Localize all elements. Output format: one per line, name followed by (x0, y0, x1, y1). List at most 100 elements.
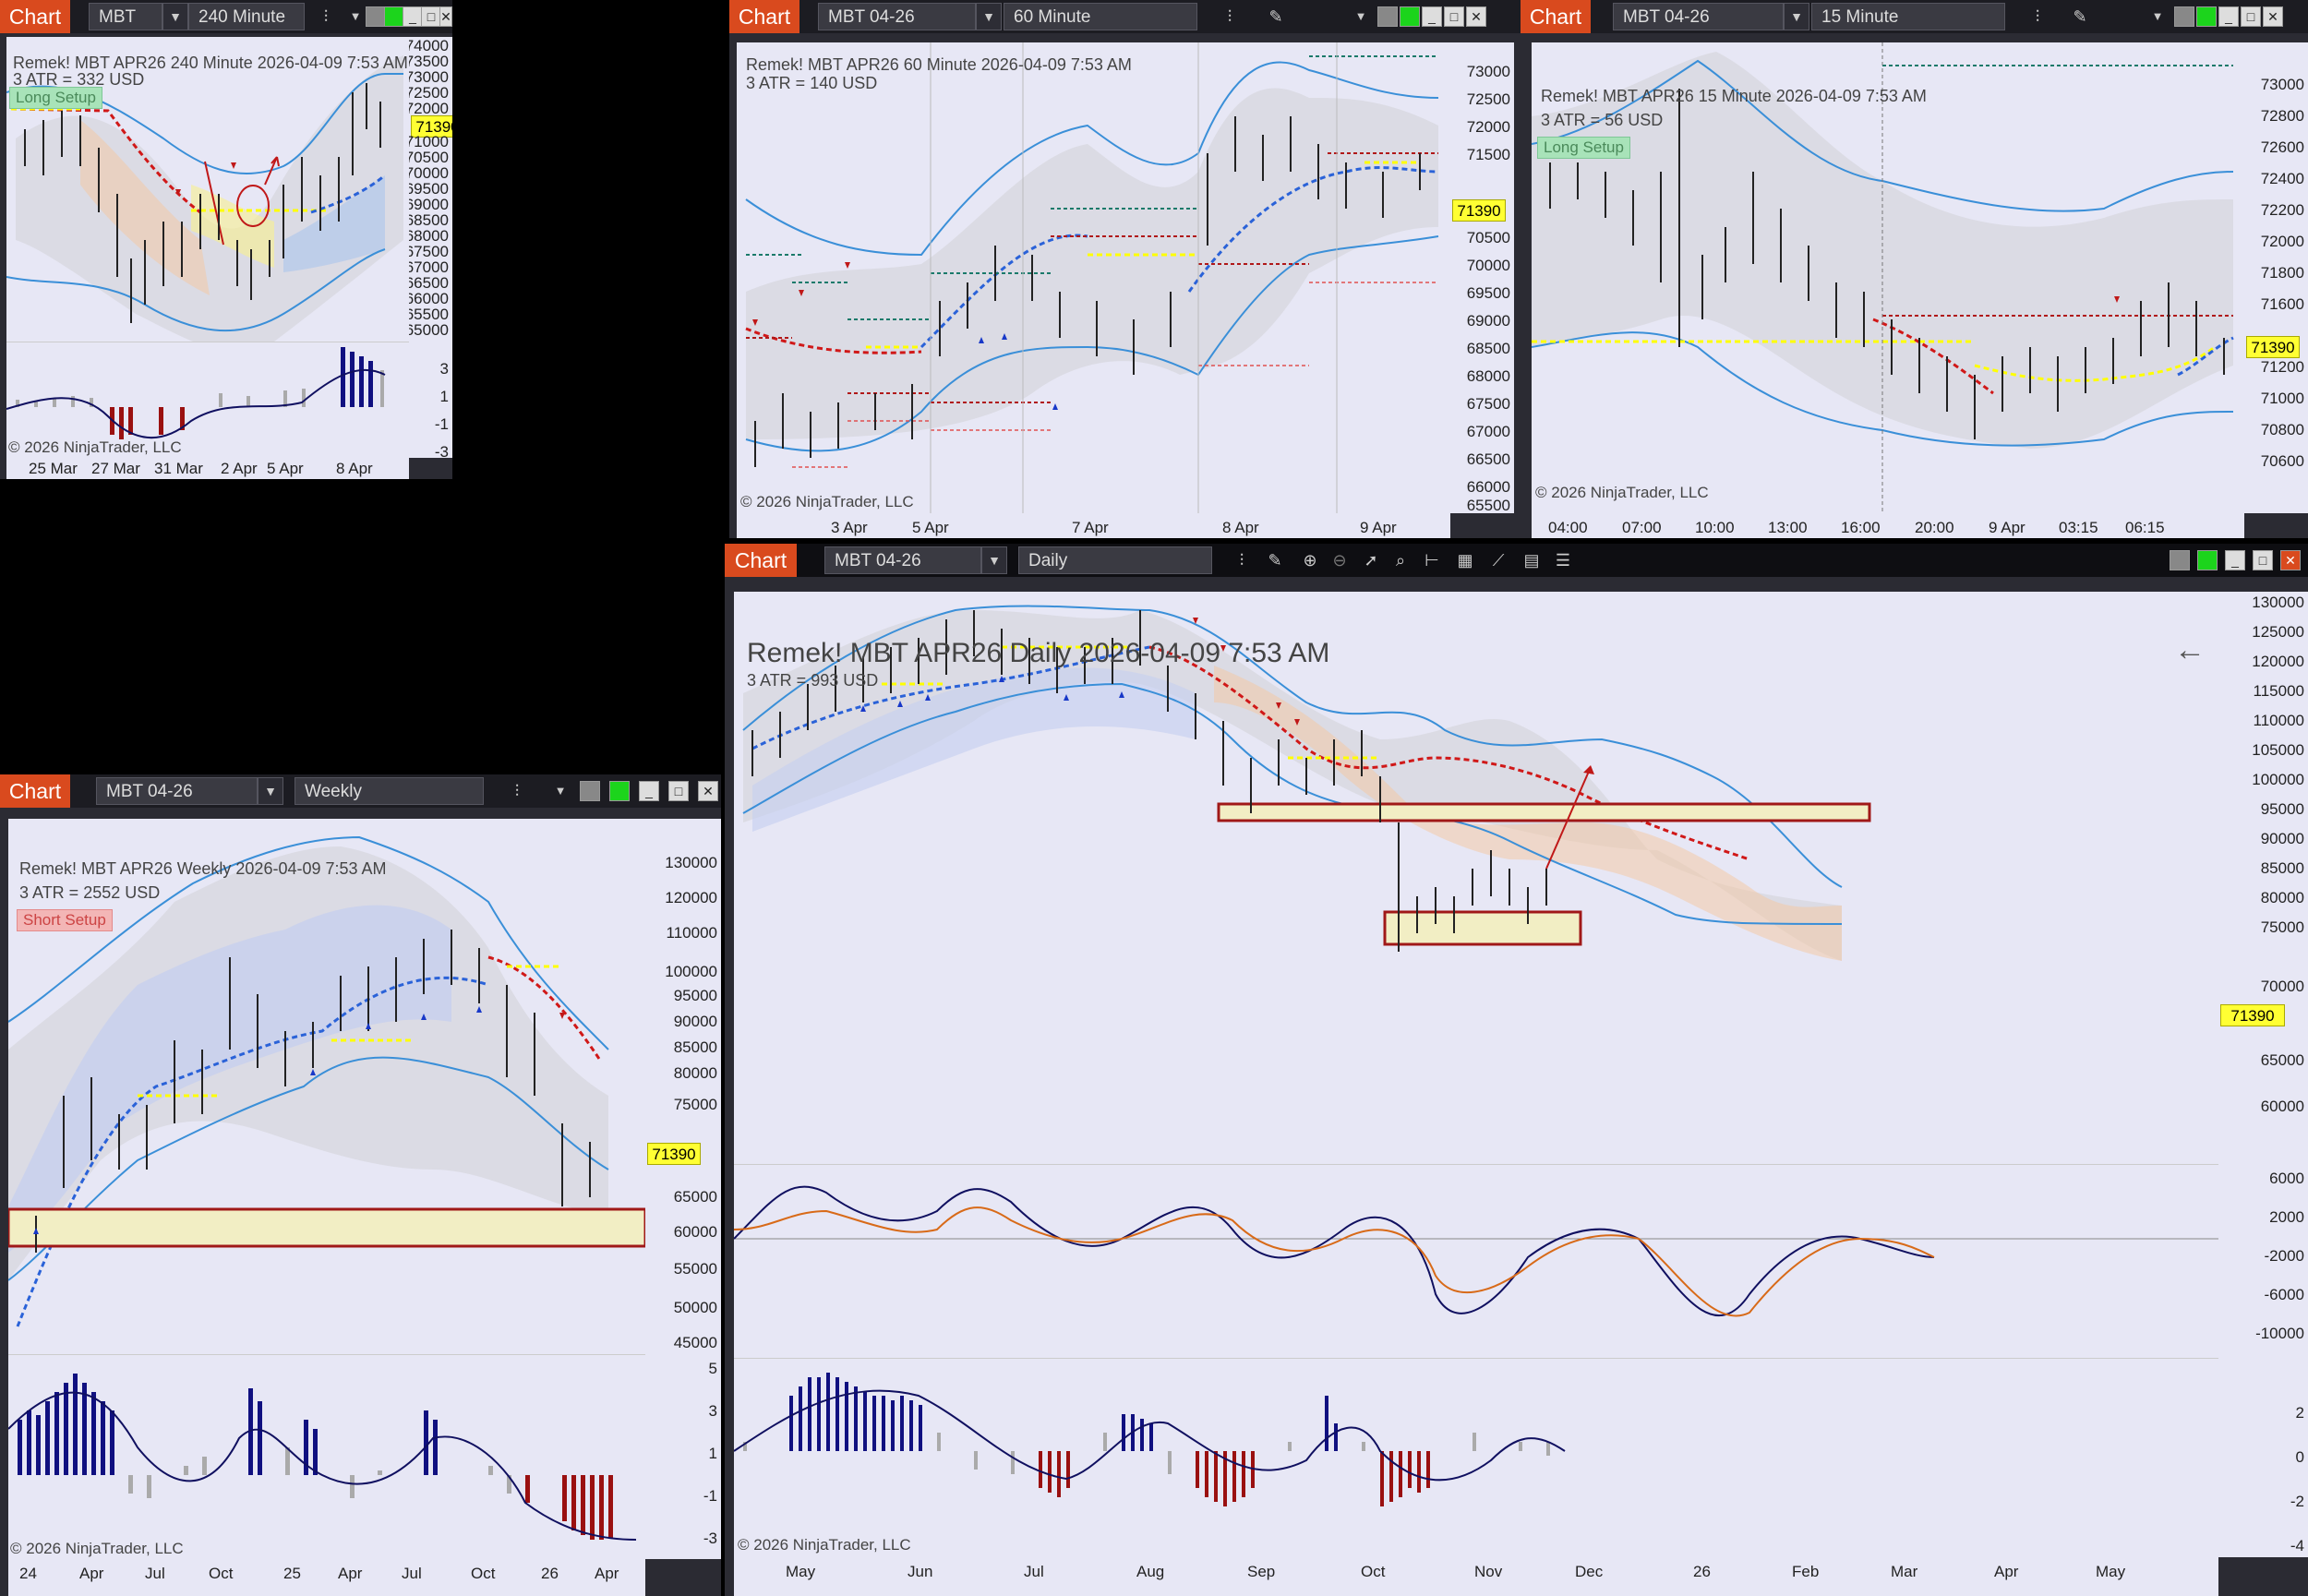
instrument-selector[interactable]: MBT 04-26 (824, 546, 981, 574)
bar-type-icon[interactable]: ⫶ (1227, 7, 1232, 26)
chevron-down-icon[interactable]: ▼ (162, 3, 188, 30)
time-axis[interactable]: 04:00 07:00 10:00 13:00 16:00 20:00 9 Ap… (1532, 513, 2244, 538)
price-axis[interactable]: 71390 73000 72800 72600 72400 72200 7200… (2244, 42, 2308, 513)
pencil-icon[interactable]: ✎ (2073, 7, 2087, 26)
close-icon[interactable]: ✕ (698, 781, 718, 801)
copyright-label: © 2026 NinjaTrader, LLC (10, 1540, 184, 1557)
chevron-down-icon[interactable]: ▼ (554, 784, 567, 798)
chevron-down-icon[interactable]: ▼ (349, 9, 362, 23)
oscillator-panel[interactable]: © 2026 NinjaTrader, LLC (6, 342, 409, 459)
window-green-button[interactable] (1400, 6, 1420, 27)
close-icon[interactable]: ✕ (439, 6, 452, 27)
indicators-icon[interactable]: ▦ (1457, 551, 1473, 570)
minimize-icon[interactable]: _ (403, 6, 423, 27)
window-link-button[interactable] (1377, 6, 1398, 27)
chart-window-60min-body: Remek! MBT APR26 60 Minute 2026-04-09 7:… (729, 33, 1514, 538)
templates-icon[interactable]: ▤ (1523, 551, 1540, 570)
price-panel[interactable]: Remek! MBT APR26 Weekly 2026-04-09 7:53 … (8, 819, 645, 1354)
close-icon[interactable]: ✕ (1466, 6, 1486, 27)
price-panel[interactable]: Remek! MBT APR26 15 Minute 2026-04-09 7:… (1532, 42, 2244, 513)
window-green-button[interactable] (609, 781, 630, 801)
instrument-selector[interactable]: MBT 04-26 (89, 3, 162, 54)
price-axis[interactable]: 71390 73000 72500 72000 71500 70500 7100… (1450, 42, 1514, 513)
close-icon[interactable]: ✕ (2280, 550, 2301, 570)
minimize-icon[interactable]: _ (2218, 6, 2239, 27)
oscillator-panel-1[interactable] (734, 1164, 2218, 1359)
timeframe-selector[interactable]: Weekly (295, 777, 484, 805)
bar-type-icon[interactable]: ⫶ (1239, 551, 1244, 570)
list-icon[interactable]: ☰ (1555, 551, 1571, 570)
price-axis[interactable]: 71390 74000 73500 73000 72500 72000 7100… (409, 37, 452, 458)
time-axis[interactable]: 3 Apr 5 Apr 7 Apr 8 Apr 9 Apr (737, 513, 1450, 538)
chart-label[interactable]: Chart (0, 774, 70, 808)
chevron-down-icon[interactable]: ▼ (981, 546, 1007, 574)
maximize-icon[interactable]: □ (2253, 550, 2273, 570)
instrument-selector[interactable]: MBT 04-26 (1613, 3, 1784, 30)
oscillator-axis-1[interactable]: 6000 2000 -2000 -6000 -10000 (2218, 1164, 2308, 1358)
chevron-down-icon[interactable]: ▼ (976, 3, 1002, 30)
pencil-icon[interactable]: ✎ (1268, 551, 1282, 570)
chevron-down-icon[interactable]: ▼ (1784, 3, 1809, 30)
timeframe-selector[interactable]: 240 Minute (188, 3, 305, 30)
timeframe-selector[interactable]: 15 Minute (1811, 3, 2005, 30)
window-link-button[interactable] (580, 781, 600, 801)
price-axis[interactable]: 71390 130000 125000 120000 115000 110000… (2218, 592, 2308, 1164)
price-axis[interactable]: 71390 130000 120000 110000 100000 95000 … (645, 819, 721, 1354)
atr-label: 3 ATR = 2552 USD (19, 883, 161, 902)
price-panel[interactable]: Remek! MBT APR26 60 Minute 2026-04-09 7:… (737, 42, 1450, 513)
data-box-icon[interactable]: ⌕ (1395, 551, 1406, 570)
timeframe-selector[interactable]: Daily (1018, 546, 1212, 574)
chart-window-15min: Chart MBT 04-26 ▼ 15 Minute ⫶ ✎ ▼ _ □ ✕ (1521, 0, 2308, 538)
minimize-icon[interactable]: _ (639, 781, 659, 801)
price-panel[interactable]: Remek! MBT APR26 Daily 2026-04-09 7:53 A… (734, 592, 2218, 1164)
pointer-icon[interactable]: ➚ (1364, 551, 1378, 570)
window-link-button[interactable] (366, 6, 386, 27)
minimize-icon[interactable]: _ (2225, 550, 2245, 570)
chevron-down-icon[interactable]: ▼ (258, 777, 283, 805)
strategies-icon[interactable]: ⟋ (1492, 551, 1505, 570)
last-price-marker: 71390 (411, 115, 452, 138)
zoom-in-icon[interactable]: ⊕ (1303, 551, 1317, 570)
properties-icon[interactable]: ⊢ (1424, 551, 1439, 570)
pencil-icon[interactable]: ✎ (1268, 7, 1283, 26)
window-green-button[interactable] (384, 6, 404, 27)
oscillator-panel[interactable]: © 2026 NinjaTrader, LLC (8, 1354, 645, 1560)
oscillator-axis-2[interactable]: 2 0 -2 -4 (2218, 1358, 2308, 1557)
down-arrow-icon (2114, 296, 2120, 303)
close-icon[interactable]: ✕ (2263, 6, 2283, 27)
window-link-button[interactable] (2170, 550, 2190, 570)
oscillator-panel-2[interactable]: © 2026 NinjaTrader, LLC (734, 1358, 2218, 1558)
chart-label[interactable]: Chart (0, 0, 70, 33)
maximize-icon[interactable]: □ (421, 6, 441, 27)
back-arrow-icon[interactable]: ← (2174, 632, 2206, 667)
maximize-icon[interactable]: □ (668, 781, 689, 801)
chart-label[interactable]: Chart (725, 544, 797, 577)
chart-label[interactable]: Chart (1521, 0, 1591, 33)
window-green-button[interactable] (2196, 6, 2217, 27)
maximize-icon[interactable]: □ (2241, 6, 2261, 27)
time-axis[interactable]: 25 Mar 27 Mar 31 Mar 2 Apr 5 Apr 8 Apr (6, 458, 409, 479)
timeframe-selector[interactable]: 60 Minute (1004, 3, 1197, 30)
chart-toolbar: Chart MBT 04-26 ▼ Daily ⫶ ✎ ⊕ ⊖ ➚ ⌕ ⊢ ▦ … (725, 544, 2308, 577)
instrument-selector[interactable]: MBT 04-26 (96, 777, 258, 805)
maximize-icon[interactable]: □ (1444, 6, 1464, 27)
bar-type-icon[interactable]: ⫶ (323, 7, 329, 26)
time-axis[interactable]: 24 Apr Jul Oct 25 Apr Jul Oct 26 Apr (8, 1559, 645, 1596)
window-green-button[interactable] (2197, 550, 2218, 570)
oscillator-axis[interactable]: 5 3 1 -1 -3 (645, 1354, 721, 1559)
chevron-down-icon[interactable]: ▼ (1354, 9, 1367, 23)
bar-type-icon[interactable]: ⫶ (514, 782, 520, 800)
window-link-button[interactable] (2174, 6, 2194, 27)
time-axis[interactable]: May Jun Jul Aug Sep Oct Nov Dec 26 Feb M… (734, 1557, 2218, 1596)
instrument-selector[interactable]: MBT 04-26 (818, 3, 976, 30)
chart-window-240min: Chart MBT 04-26 ▼ 240 Minute ⫶ ▼ _ □ ✕ (0, 0, 452, 479)
chevron-down-icon[interactable]: ▼ (2151, 9, 2164, 23)
chart-label[interactable]: Chart (729, 0, 799, 33)
bar-type-icon[interactable]: ⫶ (2035, 7, 2040, 26)
zoom-out-icon[interactable]: ⊖ (1332, 551, 1347, 570)
up-arrow-icon (979, 333, 1058, 410)
chart-header: Remek! MBT APR26 240 Minute 2026-04-09 7… (13, 54, 408, 72)
chart-toolbar: Chart MBT 04-26 ▼ Weekly ⫶ ▼ _ □ ✕ (0, 774, 721, 808)
chart-header: Remek! MBT APR26 15 Minute 2026-04-09 7:… (1541, 87, 1927, 105)
minimize-icon[interactable]: _ (1422, 6, 1442, 27)
